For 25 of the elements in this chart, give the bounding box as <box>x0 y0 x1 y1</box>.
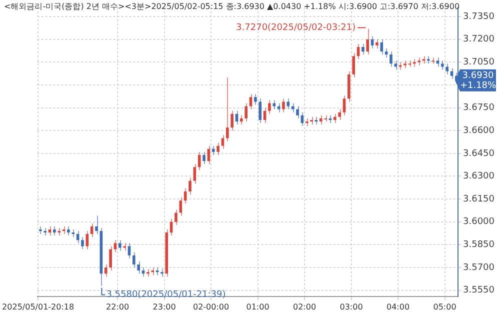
y-tick-label: 3.7200 <box>463 34 495 45</box>
x-tick-label: 22:00 <box>106 302 130 312</box>
x-tick-label: 04:00 <box>386 302 410 312</box>
chart-title: <해외금리-미국(종합) 2년 매수><3분>2025/05/02-05:15 종:3.6930 ▲0.0430 +1.18% 시:3.6900 고:3.6970 저:3.6900 <box>4 2 460 12</box>
y-tick-label: 3.6150 <box>463 194 495 204</box>
annotation: 3.5580(2025/05/01-21:39) <box>106 290 226 300</box>
y-tick-label: 3.5550 <box>463 286 495 296</box>
y-tick-label: 3.5700 <box>463 262 495 273</box>
x-tick-label: 23:00 <box>152 302 176 312</box>
x-tick-label: 2025/05/01-20:18 <box>2 302 74 312</box>
y-tick-label: 3.7350 <box>463 12 495 22</box>
x-tick-label: 02:00 <box>292 302 316 312</box>
x-tick-label: 05:00 <box>433 302 456 312</box>
y-tick-label: 3.6450 <box>463 148 495 159</box>
y-tick-label: 3.5850 <box>463 240 495 250</box>
x-tick-label: 02-00:00 <box>192 302 230 312</box>
annotation: 3.6930 +1.18% <box>460 70 497 91</box>
y-tick-label: 3.6600 <box>463 126 495 136</box>
y-tick-label: 3.6300 <box>463 172 495 182</box>
annotation: 3.7270(2025/05/02-03:21) <box>236 23 356 34</box>
x-tick-label: 01:00 <box>246 302 270 312</box>
y-tick-label: 3.7050 <box>463 58 495 68</box>
y-tick-label: 3.6750 <box>463 103 495 114</box>
y-tick-label: 3.6000 <box>463 217 495 228</box>
x-tick-label: 03:00 <box>340 302 363 312</box>
